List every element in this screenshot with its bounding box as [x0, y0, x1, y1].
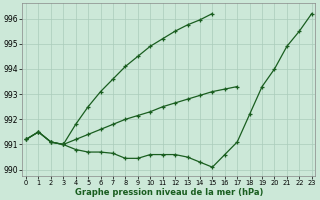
- X-axis label: Graphe pression niveau de la mer (hPa): Graphe pression niveau de la mer (hPa): [75, 188, 263, 197]
